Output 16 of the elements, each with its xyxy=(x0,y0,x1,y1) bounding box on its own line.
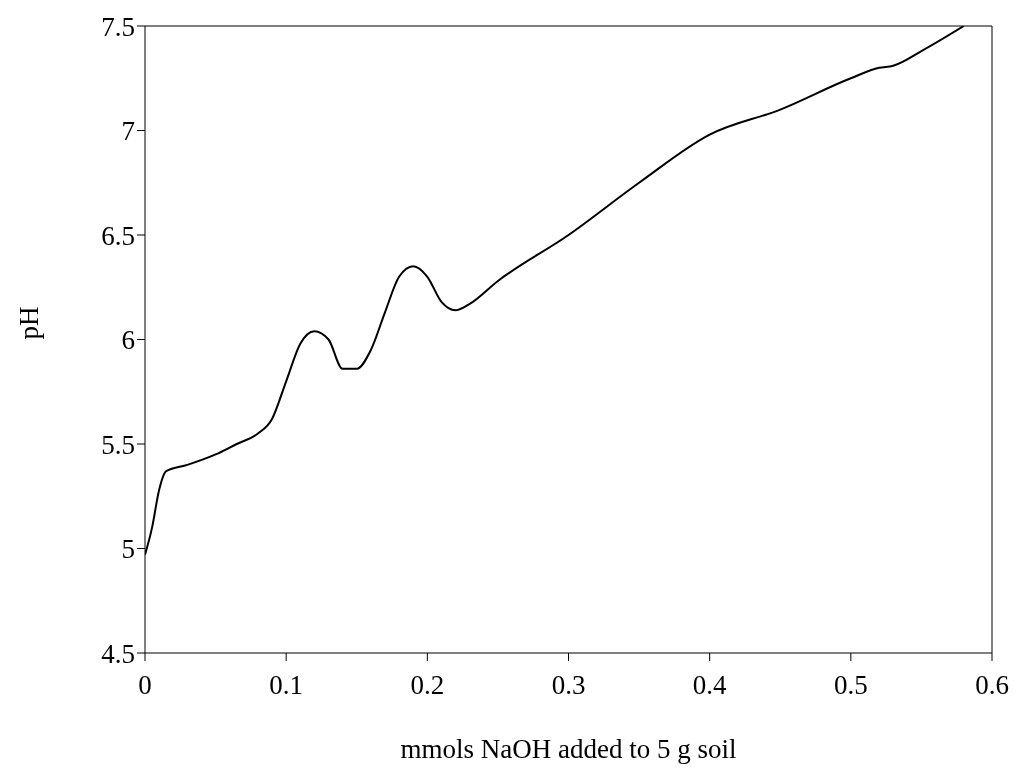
y-tick-label: 5.5 xyxy=(101,429,135,460)
x-tick-label: 0.1 xyxy=(269,670,304,701)
x-tick-label: 0.5 xyxy=(833,670,868,701)
y-tick-label: 4.5 xyxy=(101,638,135,669)
x-tick-label: 0.4 xyxy=(692,670,728,701)
x-tick-label: 0.6 xyxy=(975,670,1009,701)
y-axis-title: pH xyxy=(13,306,44,340)
x-tick-label: 0.3 xyxy=(551,670,586,701)
y-tick-label: 6 xyxy=(121,325,135,356)
x-tick-label: 0.2 xyxy=(410,670,445,701)
x-tick-label: 0 xyxy=(138,670,152,701)
y-tick-label: 7 xyxy=(121,116,135,147)
x-axis-title: mmols NaOH added to 5 g soil xyxy=(400,734,737,764)
y-tick-label: 7.5 xyxy=(101,11,135,42)
y-tick-label: 6.5 xyxy=(101,220,135,251)
y-tick-label: 5 xyxy=(121,534,135,565)
